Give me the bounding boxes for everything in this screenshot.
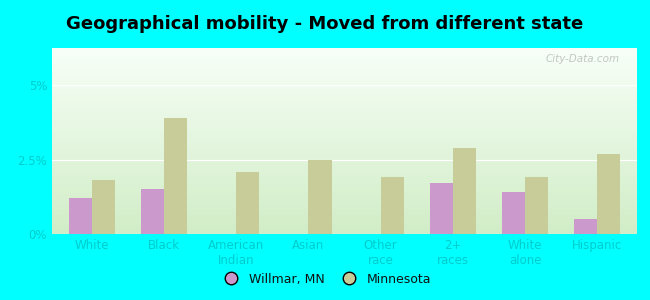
Bar xyxy=(502,192,525,234)
Bar xyxy=(164,118,187,234)
Bar xyxy=(308,160,332,234)
Bar xyxy=(381,178,404,234)
Text: City-Data.com: City-Data.com xyxy=(545,54,619,64)
Legend: Willmar, MN, Minnesota: Willmar, MN, Minnesota xyxy=(214,268,436,291)
Bar xyxy=(574,219,597,234)
Bar xyxy=(453,148,476,234)
Text: Geographical mobility - Moved from different state: Geographical mobility - Moved from diffe… xyxy=(66,15,584,33)
Bar xyxy=(525,178,548,234)
Bar xyxy=(597,154,620,234)
Bar xyxy=(69,198,92,234)
Bar xyxy=(430,183,453,234)
Bar xyxy=(92,180,115,234)
Bar xyxy=(236,172,259,234)
Bar xyxy=(141,189,164,234)
